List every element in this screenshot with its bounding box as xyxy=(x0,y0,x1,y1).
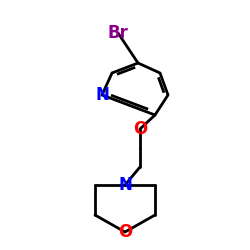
Text: Br: Br xyxy=(108,24,128,42)
Text: N: N xyxy=(95,86,109,104)
Text: O: O xyxy=(133,120,147,138)
Text: N: N xyxy=(118,176,132,194)
Text: O: O xyxy=(118,223,132,241)
